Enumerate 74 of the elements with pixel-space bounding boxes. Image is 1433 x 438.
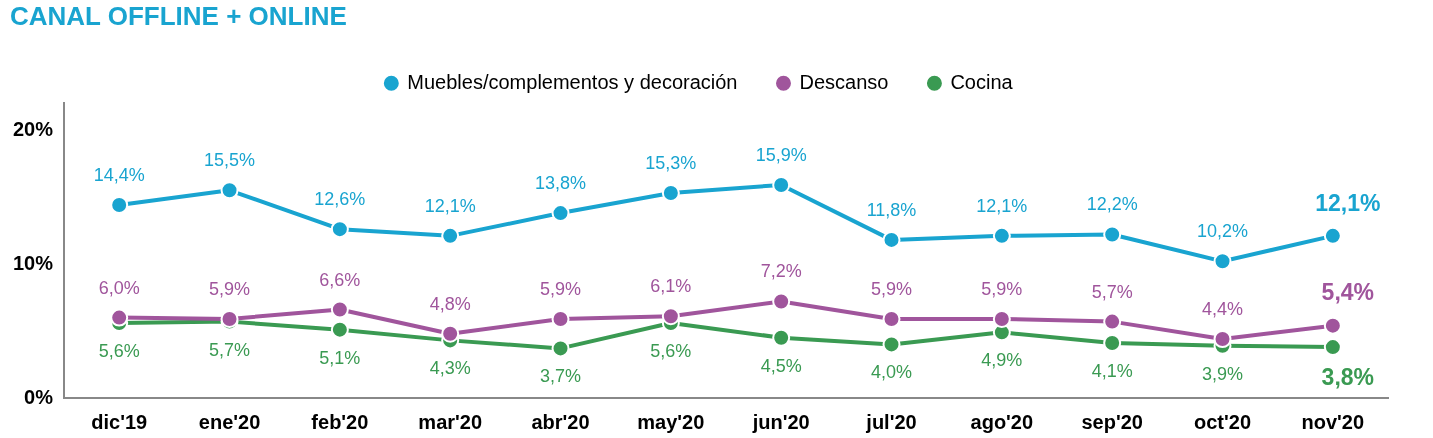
x-tick-label: may'20: [637, 410, 705, 433]
point: [1103, 312, 1122, 331]
point: [1103, 225, 1122, 244]
point: [1213, 330, 1232, 349]
data-label: 5,9%: [871, 278, 913, 299]
point: [220, 181, 239, 200]
x-tick-label: ago'20: [970, 410, 1034, 433]
data-label: 15,5%: [204, 150, 256, 171]
data-label: 12,6%: [314, 189, 366, 210]
data-label: 5,9%: [981, 278, 1023, 299]
point: [992, 226, 1011, 245]
point: [772, 328, 791, 347]
data-label: 3,9%: [1201, 363, 1244, 384]
x-tick-label: dic'19: [91, 410, 148, 433]
data-label: 5,7%: [209, 339, 251, 360]
data-label: 5,1%: [319, 347, 361, 368]
data-label: 5,6%: [650, 340, 692, 361]
data-label: 5,6%: [98, 340, 140, 361]
data-label: 4,4%: [1201, 299, 1244, 320]
point: [882, 335, 901, 354]
data-label: 5,9%: [209, 278, 251, 299]
data-label: 13,8%: [534, 173, 587, 194]
data-label: 7,2%: [760, 261, 802, 282]
y-tick-label: 10%: [13, 251, 54, 274]
x-tick-label: oct'20: [1194, 410, 1252, 433]
data-label: 5,7%: [1091, 281, 1133, 302]
data-label: 6,0%: [98, 277, 140, 298]
data-label: 5,4%: [1321, 279, 1375, 306]
point: [1323, 316, 1342, 335]
data-label: 5,9%: [540, 278, 582, 299]
data-label: 15,3%: [645, 152, 697, 173]
point: [330, 220, 349, 239]
data-label: 6,1%: [650, 276, 692, 297]
data-label: 4,8%: [429, 293, 471, 314]
x-tick-label: sep'20: [1081, 410, 1143, 433]
data-label: 11,8%: [866, 199, 917, 220]
data-label: 12,1%: [976, 195, 1028, 216]
x-tick-label: mar'20: [418, 410, 483, 433]
x-tick-label: jun'20: [751, 410, 810, 433]
y-tick-label: 0%: [24, 385, 54, 408]
x-tick-label: nov'20: [1301, 410, 1365, 433]
data-label: 14,4%: [93, 165, 145, 186]
x-tick-label: jul'20: [865, 410, 917, 433]
data-label: 10,2%: [1196, 221, 1249, 242]
point: [441, 324, 460, 343]
data-label: 4,5%: [760, 355, 802, 376]
data-label: 6,6%: [319, 269, 361, 290]
data-label: 3,8%: [1321, 363, 1375, 390]
data-label: 12,2%: [1086, 194, 1138, 215]
x-tick-label: abr'20: [531, 410, 590, 433]
data-label: 4,0%: [871, 362, 913, 383]
x-tick-label: ene'20: [198, 410, 261, 433]
point: [551, 339, 570, 358]
point: [441, 226, 460, 245]
x-tick-label: feb'20: [311, 410, 369, 433]
legend-label: Cocina: [950, 70, 1014, 93]
point: [1213, 252, 1232, 271]
legend-label: Muebles/complementos y decoración: [407, 70, 738, 93]
point: [330, 320, 349, 339]
data-label: 4,9%: [981, 350, 1023, 371]
data-label: 4,1%: [1091, 361, 1133, 382]
y-tick-label: 20%: [13, 117, 54, 140]
data-label: 15,9%: [755, 144, 807, 165]
point: [772, 292, 791, 311]
chart-title: CANAL OFFLINE + ONLINE: [10, 0, 347, 31]
point: [661, 307, 680, 326]
data-label: 3,7%: [540, 366, 582, 387]
data-label: 12,1%: [1315, 189, 1381, 216]
point: [330, 300, 349, 319]
legend-label: Descanso: [799, 70, 889, 93]
point: [1323, 226, 1342, 245]
data-label: 4,3%: [429, 358, 471, 379]
data-label: 12,1%: [424, 195, 476, 216]
point: [110, 308, 129, 327]
